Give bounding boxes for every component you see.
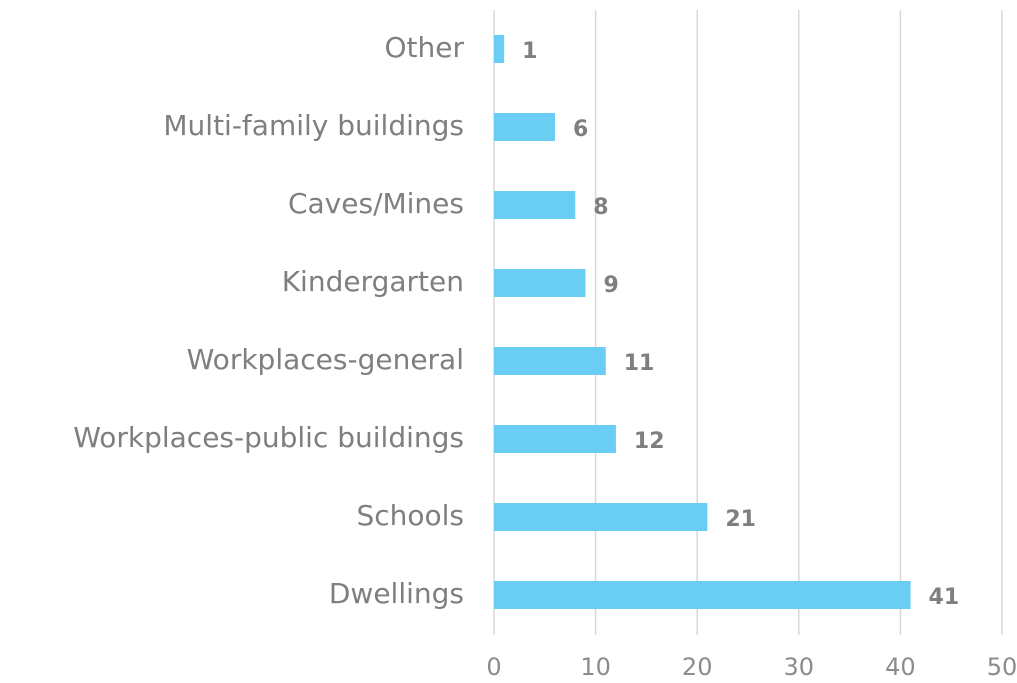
- y-tick-label: Other: [384, 31, 464, 64]
- value-label: 11: [624, 351, 655, 376]
- x-tick-label: 40: [885, 653, 916, 681]
- value-label: 8: [593, 195, 608, 220]
- bar: [494, 113, 555, 141]
- bar: [494, 503, 708, 531]
- y-tick-label: Workplaces-general: [187, 343, 464, 376]
- value-label: 12: [634, 429, 665, 454]
- bar: [494, 35, 505, 63]
- value-label: 9: [603, 273, 618, 298]
- x-tick-label: 20: [682, 653, 713, 681]
- y-tick-label: Multi-family buildings: [163, 109, 464, 142]
- value-label: 6: [573, 117, 588, 142]
- y-tick-label: Caves/Mines: [288, 187, 464, 220]
- x-tick-label: 0: [486, 653, 501, 681]
- value-label: 41: [929, 585, 960, 610]
- y-tick-label: Workplaces-public buildings: [73, 421, 464, 454]
- value-label: 21: [725, 507, 756, 532]
- y-tick-label: Kindergarten: [282, 265, 464, 298]
- bar: [494, 191, 576, 219]
- bar: [494, 269, 586, 297]
- y-tick-label: Schools: [356, 499, 464, 532]
- bar: [494, 425, 616, 453]
- x-tick-label: 10: [580, 653, 611, 681]
- bar: [494, 581, 911, 609]
- x-tick-label: 50: [987, 653, 1017, 681]
- y-tick-label: Dwellings: [329, 577, 464, 610]
- bar: [494, 347, 606, 375]
- x-tick-label: 30: [784, 653, 815, 681]
- value-label: 1: [522, 39, 537, 64]
